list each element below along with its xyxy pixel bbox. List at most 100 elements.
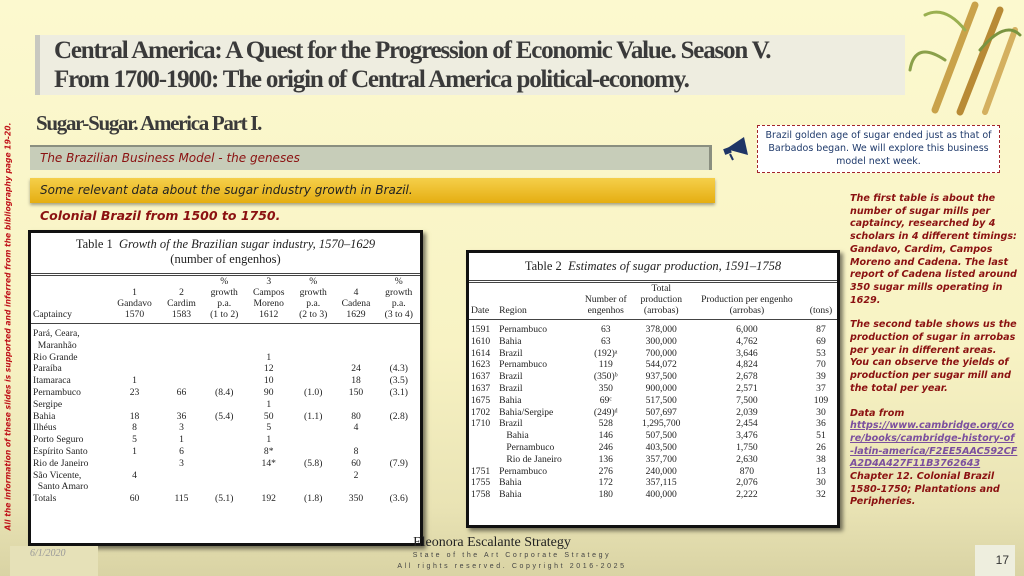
table1-cell: (5.8) [304, 457, 323, 469]
table2-cell: 378,000 [645, 324, 677, 335]
table1-row: Ilhéus 8 3 5 4 [31, 422, 420, 434]
table2-cell: 1751 [471, 465, 491, 477]
table2-cell: 4,824 [736, 359, 758, 371]
table1-cell: (5.1) [215, 493, 234, 505]
table2-cell: 180 [598, 489, 613, 501]
table2-row: 1637 Brazil 350 900,000 2,571 37 [469, 383, 837, 395]
table1-cell [203, 446, 245, 458]
table1-cell: Pará, Ceara, [33, 328, 80, 339]
table1-cell: São Vicente, [33, 469, 82, 481]
table2-row: 1755 Bahia 172 357,115 2,076 30 [469, 477, 837, 489]
table1-cell [160, 324, 203, 340]
table2-cell: 63 [600, 324, 611, 335]
table1-cell: 24 [351, 363, 361, 375]
table2-cell: 1637 [471, 382, 491, 394]
table1-cell [109, 324, 160, 340]
source-link[interactable]: https://www.cambridge.org/core/books/cam… [850, 420, 1018, 470]
table2-cell: 2,571 [736, 382, 758, 394]
table1-cell [378, 470, 420, 482]
table1-cell: 4 [353, 422, 359, 434]
table2-row: 1702 Bahia/Sergipe (249)ᵈ 507,697 2,039 30 [469, 407, 837, 419]
table2-cell: 13 [816, 465, 826, 477]
table2-cell: Pernambuco [499, 324, 548, 335]
footer-tagline: State of the Art Corporate Strategy [412, 552, 612, 559]
table1-row: Itamaraca 1 10 18 (3.5) [31, 375, 420, 387]
table2-cell: 6,000 [736, 324, 758, 335]
table1-cell: Maranhão [33, 339, 77, 351]
table1-cell [203, 422, 245, 434]
table1-cell: (1.1) [304, 410, 323, 422]
table2-row: Rio de Janeiro 136 357,700 2,630 38 [469, 454, 837, 466]
table1-cell: 1 [266, 351, 272, 363]
table2-cell: 70 [816, 359, 826, 371]
table1-cell: 60 [129, 493, 140, 505]
table1-cell [109, 481, 160, 493]
table2-cell: 937,500 [645, 371, 677, 383]
table1-caption: Table 1 Growth of the Brazilian sugar in… [31, 237, 420, 267]
table1-row: Bahia 18 36 (5.4) 50 (1.1) 80 (2.8) [31, 411, 420, 423]
section-bar-relevant-data: Some relevant data about the sugar indus… [30, 178, 715, 203]
table1-cell: 8 [132, 422, 137, 434]
table2-cell: 1637 [471, 371, 491, 383]
table2-cell: 32 [816, 489, 826, 501]
table2-cell: 69ᶜ [599, 394, 612, 406]
colonial-heading: Colonial Brazil from 1500 to 1750. [40, 208, 281, 223]
table2-cell: 1,295,700 [642, 418, 681, 430]
table2-cell: 357,115 [645, 477, 677, 489]
table2-column-header: Region [497, 283, 578, 320]
table1-cell: 14* [261, 457, 276, 469]
table1-cell [292, 446, 334, 458]
table2-cell: 136 [598, 453, 613, 465]
table1-cell [109, 399, 160, 411]
table1-cell [203, 363, 245, 375]
table1-cell: 1 [132, 375, 137, 387]
table1-cell: 18 [129, 410, 140, 422]
table2-cell: 1702 [471, 406, 491, 418]
table1-cell: 90 [263, 386, 274, 398]
table1-cell: 60 [351, 457, 361, 469]
table1-cell: 5 [132, 434, 137, 446]
title-line-2: From 1700-1900: The origin of Central Am… [54, 66, 690, 93]
side-notes: The first table is about the number of s… [850, 193, 1018, 509]
table2-cell: 2,630 [736, 453, 758, 465]
table1-cell [203, 458, 245, 470]
table1-cell: 4 [132, 469, 137, 481]
table2-column-header: Total production (arrobas) [633, 283, 689, 320]
table2-cell: 1591 [471, 324, 491, 335]
table2-cell: Bahia [499, 335, 522, 347]
table1-row: Sergipe 1 [31, 399, 420, 411]
table1-row: Paraíba 12 24 (4.3) [31, 363, 420, 375]
table1-row: Rio de Janeiro 3 14* (5.8) 60 (7.9) [31, 458, 420, 470]
table1-column-header: % growth p.a. (1 to 2) [203, 276, 246, 324]
table1-row: Santo Amaro [31, 481, 420, 493]
table1-cell: 12 [263, 363, 274, 375]
table1-cell: 1 [266, 398, 272, 410]
table1-column-header: % growth p.a. (3 to 4) [377, 276, 420, 324]
table1-cell [292, 470, 334, 482]
footer-company: Eleonora Escalante Strategy [413, 535, 571, 550]
table2-cell: 2,222 [736, 489, 758, 501]
table2-cell: (192)ᵃ [594, 347, 618, 359]
table2-cell: 350 [598, 382, 613, 394]
table1-cell: 23 [129, 386, 140, 398]
table1-cell: 36 [176, 410, 187, 422]
table2-cell [469, 442, 497, 454]
note-table2: The second table shows us the production… [850, 319, 1017, 394]
table1-cell [334, 352, 377, 364]
table2-cell: 507,697 [645, 406, 677, 418]
table2-cell: 69 [816, 335, 826, 347]
table2-cell: Pernambuco [499, 465, 548, 477]
table2-cell: 276 [598, 465, 613, 477]
table2-cell: 30 [816, 406, 826, 418]
table2-cell: 1675 [471, 394, 491, 406]
table2-cell: 357,700 [645, 453, 677, 465]
table2-cell: Brazil [499, 382, 523, 394]
table1-cell [160, 340, 203, 352]
table2-cell: 900,000 [645, 382, 677, 394]
footer-copyright: All rights reserved. Copyright 2016-2025 [397, 563, 627, 570]
table1-cell: 3 [179, 457, 184, 469]
table2-cell: Pernambuco [499, 359, 548, 371]
table1-cell: 8 [353, 445, 359, 457]
table1-cell [245, 340, 292, 352]
table2-cell [469, 430, 497, 442]
